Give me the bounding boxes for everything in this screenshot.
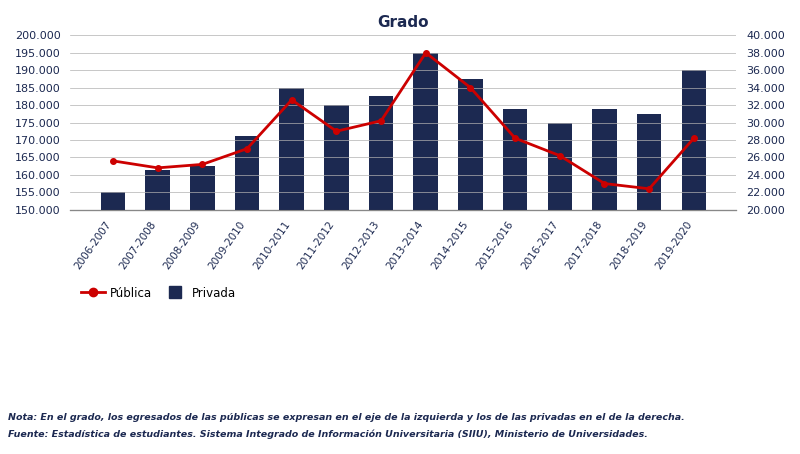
Bar bbox=[547, 123, 572, 384]
Bar bbox=[101, 192, 126, 384]
Title: Grado: Grado bbox=[378, 15, 429, 30]
Bar bbox=[324, 105, 349, 384]
Bar bbox=[414, 53, 438, 384]
Bar bbox=[279, 88, 304, 384]
Bar bbox=[637, 114, 662, 384]
Bar bbox=[503, 109, 527, 384]
Bar bbox=[369, 96, 394, 384]
Bar bbox=[592, 109, 617, 384]
Bar bbox=[682, 70, 706, 384]
Legend: Pública, Privada: Pública, Privada bbox=[76, 282, 241, 304]
Bar bbox=[458, 79, 482, 384]
Bar bbox=[146, 171, 170, 384]
Bar bbox=[190, 166, 214, 384]
Bar bbox=[234, 136, 259, 384]
Text: Fuente: Estadística de estudiantes. Sistema Integrado de Información Universitar: Fuente: Estadística de estudiantes. Sist… bbox=[8, 429, 648, 439]
Text: Nota: En el grado, los egresados de las públicas se expresan en el eje de la izq: Nota: En el grado, los egresados de las … bbox=[8, 413, 685, 422]
